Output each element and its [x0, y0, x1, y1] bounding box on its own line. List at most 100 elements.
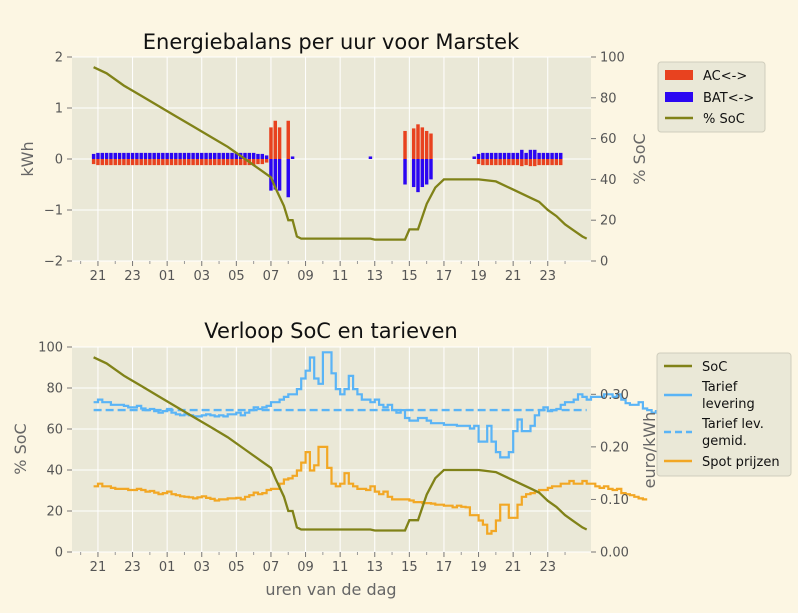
- c2-y-right-tick-label: 0.10: [600, 493, 629, 508]
- bar-bat: [273, 159, 278, 190]
- c2-x-tick-label: 03: [193, 560, 210, 575]
- c2-x-tick-label: 17: [436, 560, 453, 575]
- bar-bat: [502, 152, 507, 159]
- bar-ac: [264, 159, 269, 163]
- bar-bat: [195, 152, 200, 159]
- chart-title-1: Energiebalans per uur voor Marstek: [143, 30, 520, 54]
- bar-bat: [169, 152, 174, 159]
- bar-bat: [264, 155, 269, 159]
- c1-x-tick-label: 03: [193, 269, 210, 284]
- bar-ac: [256, 159, 260, 165]
- y-axis-right-label-2: euro/kWh: [640, 412, 659, 489]
- bar-ac: [152, 159, 156, 166]
- bar-ac: [143, 159, 148, 166]
- c1-x-tick-label: 01: [159, 269, 176, 284]
- bar-bat: [152, 152, 156, 159]
- bar-ac: [286, 120, 290, 159]
- bar-ac: [212, 159, 217, 166]
- c2-y-tick-label: 20: [46, 505, 63, 520]
- legend-label-tarief-2: levering: [702, 397, 755, 412]
- c2-x-tick-label: 21: [90, 560, 107, 575]
- bar-ac: [243, 159, 247, 166]
- c2-y-tick-label: 0: [55, 546, 63, 561]
- bar-ac: [481, 159, 485, 166]
- bar-ac: [221, 159, 226, 166]
- bar-ac: [528, 159, 533, 167]
- bar-ac: [403, 130, 407, 159]
- bar-bat: [208, 152, 213, 159]
- bar-bat: [247, 152, 252, 159]
- c2-y-right-tick-label: 0.00: [600, 546, 629, 561]
- c1-y-tick-label: 2: [55, 51, 63, 66]
- soc-tariff-chart: 0 20 40 60 80 100 0.00 0.10 0.20 0.30 21 23 01 03 05 07…: [11, 319, 792, 599]
- bar-bat: [221, 152, 226, 159]
- bar-bat: [187, 152, 191, 159]
- bar-ac: [100, 159, 105, 166]
- bar-bat: [537, 152, 541, 159]
- bar-bat: [251, 152, 256, 159]
- bar-ac: [541, 159, 546, 166]
- bar-ac: [104, 159, 109, 166]
- bar-bat: [507, 152, 511, 159]
- bar-ac: [260, 159, 265, 165]
- legend-label-soc2: SoC: [702, 360, 727, 375]
- lines-2: [93, 351, 669, 535]
- bar-ac: [126, 159, 130, 166]
- bar-bat: [524, 152, 528, 159]
- bar-bat: [416, 159, 420, 193]
- bar-ac: [546, 159, 550, 166]
- bar-bat: [403, 159, 407, 185]
- bar-bat: [126, 152, 130, 159]
- c2-y-tick-label: 60: [46, 423, 63, 438]
- bar-bat: [91, 153, 96, 159]
- c2-x-tick-label: 13: [366, 560, 383, 575]
- bar-bat: [156, 152, 161, 159]
- lines-1: [93, 66, 588, 241]
- bar-ac: [251, 159, 256, 166]
- bar-bat: [260, 153, 265, 159]
- bar-ac: [174, 159, 178, 166]
- legend-label-gemid-1: Tarief lev.: [701, 417, 764, 432]
- bar-bat: [234, 152, 239, 159]
- bar-ac: [511, 159, 515, 166]
- c1-x-tick-label: 13: [366, 269, 383, 284]
- plot-area-2: [72, 347, 591, 552]
- bar-bat: [178, 152, 182, 159]
- bar-ac: [537, 159, 541, 166]
- bar-ac: [489, 159, 494, 166]
- c1-y-right-tick-label: 40: [600, 173, 617, 188]
- bar-bat: [256, 153, 260, 159]
- bar-ac: [234, 159, 239, 166]
- legend-swatch-ac: [665, 70, 693, 80]
- c2-y-tick-label: 80: [46, 382, 63, 397]
- bar-ac: [411, 128, 416, 159]
- c1-x-tick-label: 23: [124, 269, 141, 284]
- bar-bat: [476, 153, 481, 159]
- c2-x-tick-label: 19: [470, 560, 487, 575]
- c2-y-right-tick-label: 0.20: [600, 440, 629, 455]
- bar-bat: [558, 152, 563, 159]
- c1-y-tick-label: 0: [55, 153, 63, 168]
- bar-ac: [187, 159, 191, 166]
- bar-bat: [200, 152, 204, 159]
- c2-x-tick-label: 23: [539, 560, 556, 575]
- bar-ac: [191, 159, 195, 166]
- c1-x-tick-label: 23: [539, 269, 556, 284]
- bar-ac: [139, 159, 143, 166]
- bar-ac: [554, 159, 559, 166]
- bar-ac: [520, 159, 524, 167]
- c1-y-tick-label: −2: [44, 255, 63, 270]
- c1-x-tick-label: 21: [505, 269, 522, 284]
- bar-bat: [429, 159, 433, 180]
- c2-y-tick-label: 100: [38, 341, 63, 356]
- soc-line-2: [93, 356, 588, 532]
- bar-bat: [420, 159, 425, 188]
- c1-y-tick-label: 1: [55, 102, 63, 117]
- bar-ac: [165, 159, 169, 166]
- bar-ac: [122, 159, 126, 166]
- c1-y-right-tick-label: 100: [600, 51, 625, 66]
- legend-label-gemid-2: gemid.: [702, 434, 747, 449]
- c1-x-tick-label: 17: [436, 269, 453, 284]
- bar-ac: [269, 127, 273, 159]
